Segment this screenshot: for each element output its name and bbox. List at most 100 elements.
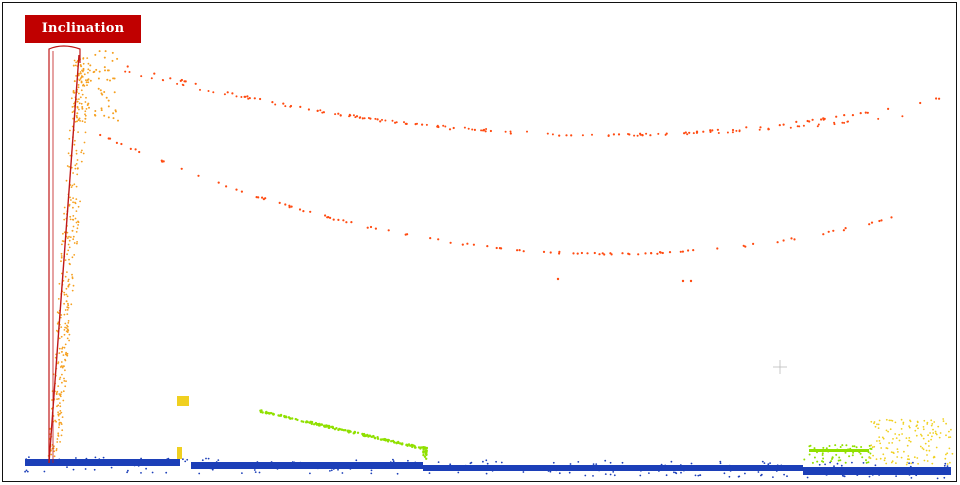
barrier-point (852, 451, 855, 454)
object-point (910, 462, 913, 465)
object-point (891, 442, 894, 444)
object-point (871, 446, 874, 449)
barrier-point (834, 444, 837, 447)
ground-point (241, 463, 244, 466)
ground-point (943, 464, 946, 467)
pole-crossarm-point (86, 79, 89, 82)
pole-point (56, 438, 59, 440)
pole-point (58, 418, 60, 421)
ground-point (729, 470, 732, 472)
wire-point (235, 188, 238, 191)
wire-point (483, 128, 486, 131)
pole-point (67, 243, 70, 246)
wire-point (337, 218, 340, 221)
barrier-point (858, 451, 861, 454)
pole-point (61, 373, 63, 376)
pole-point (68, 235, 70, 238)
ground-point (362, 463, 365, 466)
wire-point (290, 205, 293, 208)
barrier-point (422, 451, 425, 454)
ground-point (783, 473, 785, 476)
wire-point (350, 221, 353, 224)
barrier-point (855, 449, 858, 452)
ground-point (80, 460, 83, 462)
ground-point (293, 461, 296, 464)
pole-crossarm-point (97, 77, 100, 80)
barrier-point (867, 461, 870, 464)
barrier-point (860, 449, 862, 451)
wire-point (226, 91, 229, 94)
pole-crossarm-point (79, 64, 82, 66)
ground-point (201, 459, 204, 462)
ground-point (256, 461, 259, 463)
ground-point (663, 466, 666, 469)
object-point (878, 440, 881, 442)
object-point (935, 446, 938, 449)
wire-point (404, 233, 407, 236)
wire-point (842, 229, 846, 232)
pole-crossarm-point (114, 109, 117, 112)
pole-crossarm-point (117, 119, 119, 122)
object-point (951, 452, 954, 455)
pole-point (74, 139, 76, 142)
object-point (915, 425, 918, 428)
wire-point (610, 253, 613, 256)
object-point (892, 438, 894, 440)
wire-point (717, 132, 720, 134)
pole-point (62, 354, 65, 356)
barrier-point (827, 450, 830, 453)
pole-point (57, 362, 59, 365)
ground-point (486, 462, 489, 465)
pole-crossarm-point (107, 99, 110, 102)
pole-point (63, 218, 66, 221)
pole-point (66, 352, 69, 355)
ground-point (943, 476, 946, 479)
ground-point (862, 462, 865, 464)
object-point (891, 460, 894, 463)
ground-point (528, 465, 531, 468)
pole-point (60, 421, 62, 424)
object-point (894, 433, 897, 435)
pole-point (66, 231, 69, 234)
pole-crossarm-point (81, 107, 84, 110)
object-point (880, 447, 883, 449)
pole-point (75, 75, 77, 77)
ground-point (672, 466, 675, 468)
wire-point (339, 114, 342, 117)
pole-point (75, 61, 77, 64)
wire-point (702, 130, 705, 133)
wire-point (416, 122, 418, 125)
ground-point (110, 466, 113, 469)
object-point (878, 436, 881, 438)
ground-point (126, 471, 128, 474)
ground-point (915, 474, 918, 477)
pole-point (68, 258, 70, 261)
ground-point (841, 467, 843, 470)
pole-point (75, 231, 78, 233)
object-point (923, 459, 926, 462)
barrier-point (836, 448, 839, 451)
wire-point (421, 123, 424, 126)
pole-point (57, 398, 60, 400)
wire-point (384, 119, 387, 122)
pole-point (72, 238, 75, 241)
pole-point (58, 422, 61, 424)
ground-point (763, 462, 766, 464)
pole-point (71, 106, 74, 108)
pole-point (82, 57, 85, 59)
wire-point (442, 124, 445, 127)
ground-point (863, 468, 866, 471)
ground-point (845, 470, 848, 472)
object-point (872, 454, 874, 457)
ground-point (874, 464, 877, 467)
pole-point (73, 59, 76, 62)
wire-point (546, 132, 549, 135)
wire-point (199, 88, 201, 91)
pole-crossarm-point (76, 105, 79, 108)
object-point (882, 437, 885, 440)
pole-point (69, 196, 71, 199)
wire-point (509, 130, 512, 133)
wire-point (558, 134, 561, 137)
pole-point (56, 311, 59, 314)
pole-point (75, 210, 78, 213)
